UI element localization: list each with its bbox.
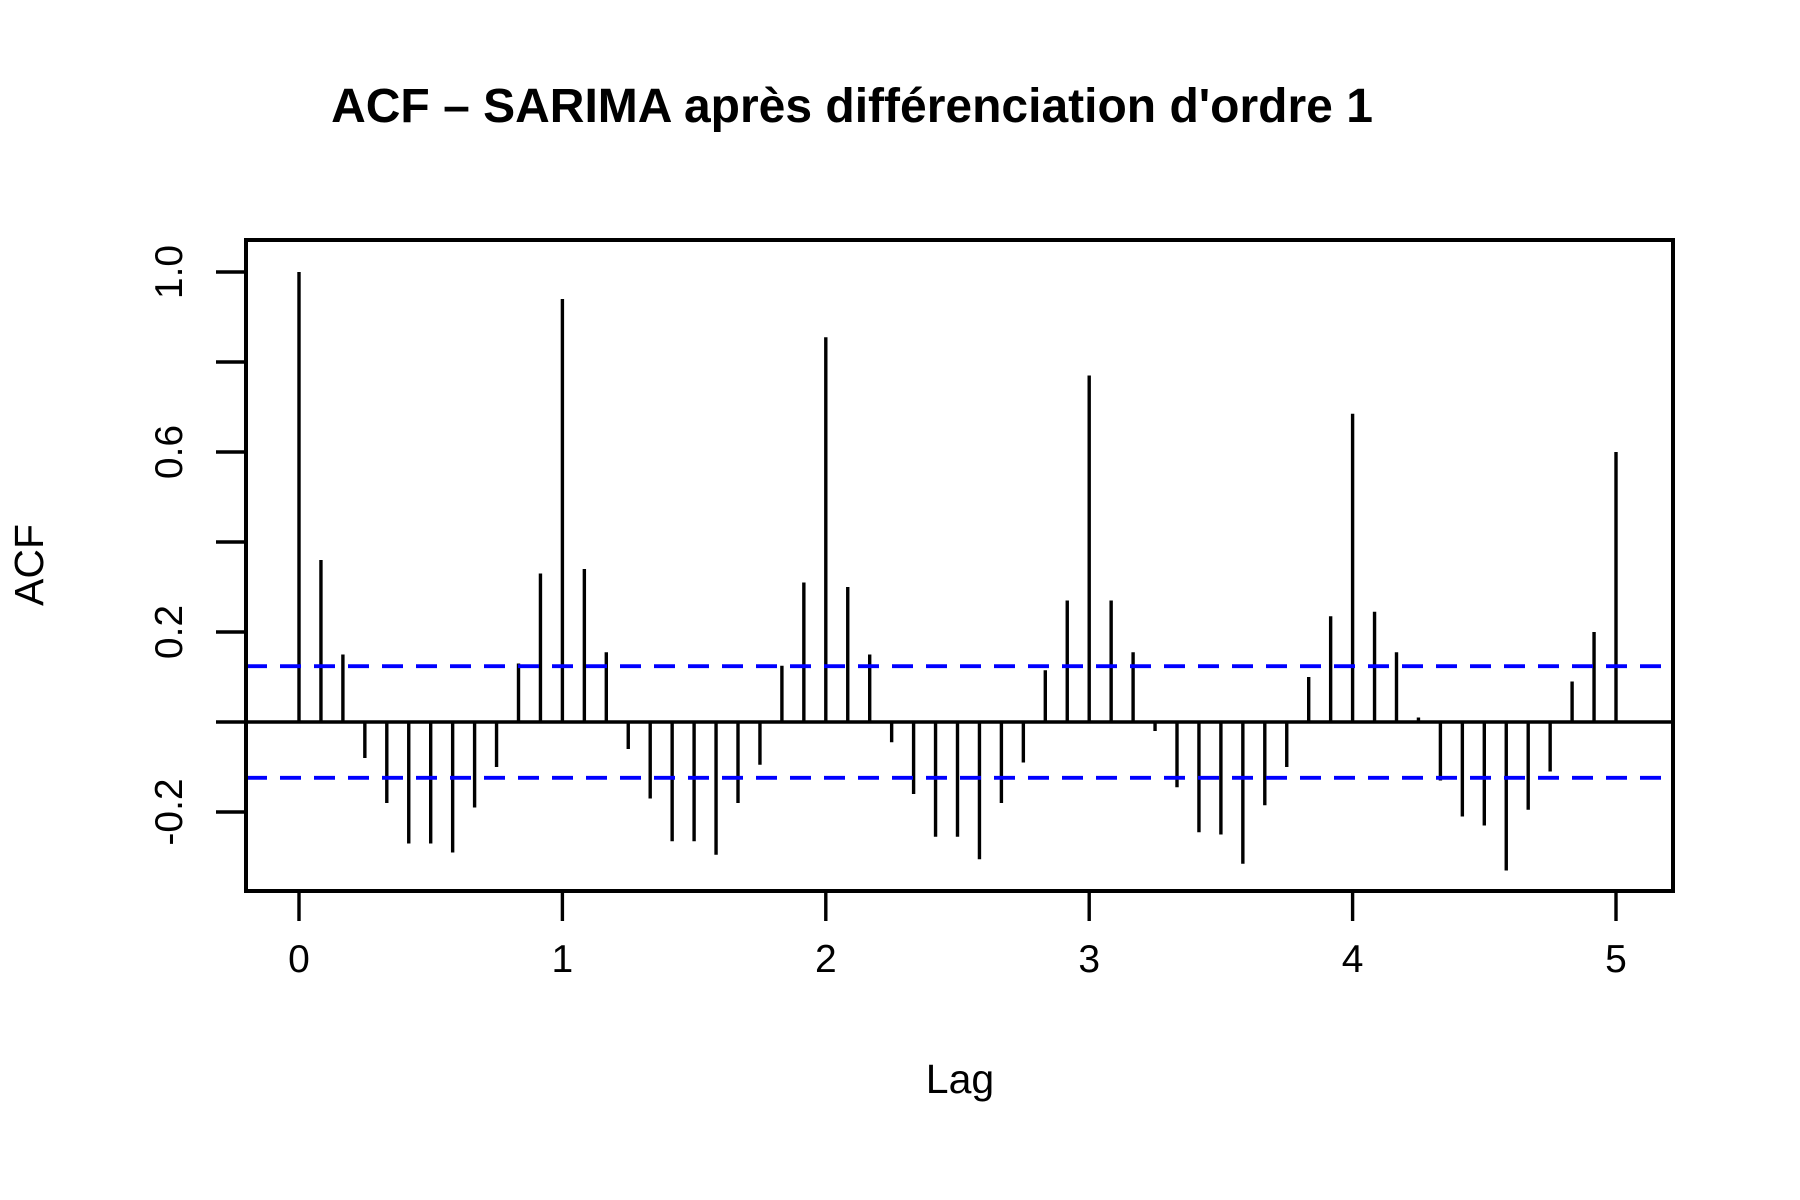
- chart-title: ACF – SARIMA après différenciation d'ord…: [331, 80, 1373, 133]
- y-tick-label-0.6: 0.6: [148, 425, 191, 479]
- y-axis-label: ACF: [6, 524, 52, 606]
- x-tick-label-5: 5: [1605, 938, 1627, 981]
- x-tick-label-3: 3: [1078, 938, 1100, 981]
- y-tick-label-0.2: 0.2: [148, 605, 191, 659]
- x-axis-label: Lag: [926, 1056, 994, 1102]
- plot-border: [244, 238, 1675, 893]
- y-tick-label--0.2: -0.2: [148, 778, 191, 845]
- x-tick-label-1: 1: [552, 938, 574, 981]
- x-tick-label-0: 0: [288, 938, 310, 981]
- y-tick-label-1.0: 1.0: [148, 245, 191, 299]
- plot-region: 1.0 0.6 0.2 -0.2 0 1 2 3 4 5: [148, 238, 1675, 981]
- x-tick-label-2: 2: [815, 938, 837, 981]
- x-tick-label-4: 4: [1342, 938, 1364, 981]
